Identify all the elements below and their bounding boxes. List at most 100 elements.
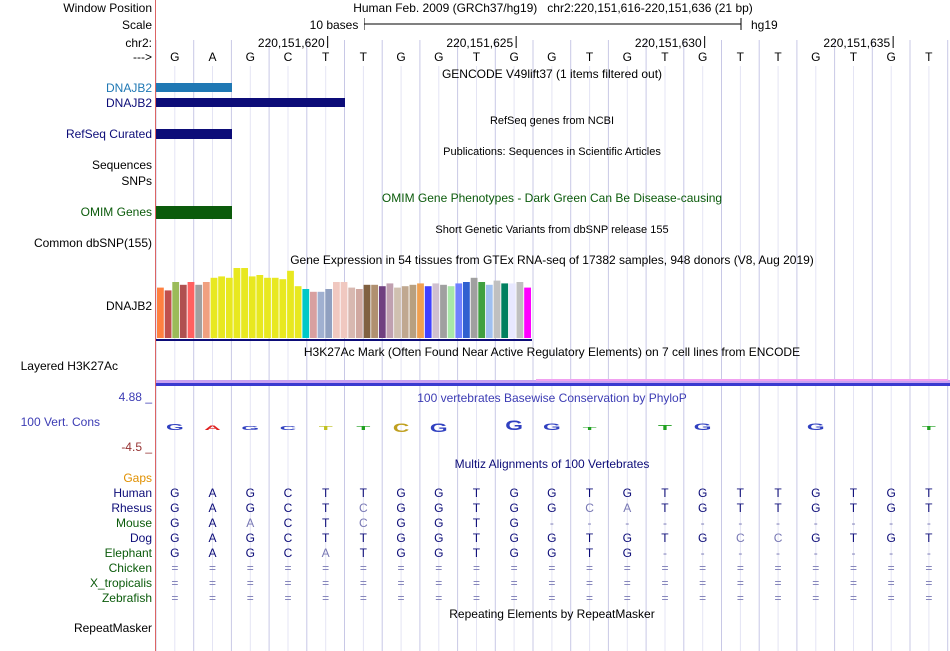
gtex-tissue-bar[interactable] xyxy=(516,282,524,338)
multiz-base: T xyxy=(661,501,669,515)
gtex-tissue-bar[interactable] xyxy=(195,284,203,338)
multiz-species-label[interactable]: Dog xyxy=(130,531,152,545)
gtex-tissue-bar[interactable] xyxy=(317,291,325,338)
gtex-tissue-bar[interactable] xyxy=(493,280,501,338)
multiz-base: G xyxy=(170,501,179,515)
gtex-tissue-bar[interactable] xyxy=(485,284,493,338)
gtex-tissue-bar[interactable] xyxy=(225,277,233,338)
gtex-tissue-bar[interactable] xyxy=(478,282,486,338)
multiz-base: G xyxy=(509,486,518,500)
gtex-tissue-bar[interactable] xyxy=(233,268,241,338)
gtex-tissue-bar[interactable] xyxy=(210,277,218,338)
phylop-label[interactable]: 100 Vert. Cons xyxy=(21,415,100,429)
dbsnp-label[interactable]: Common dbSNP(155) xyxy=(34,236,152,250)
multiz-base: A xyxy=(209,516,217,530)
gtex-tissue-bar[interactable] xyxy=(333,282,340,338)
multiz-species-label[interactable]: Chicken xyxy=(109,561,152,575)
multiz-base: = xyxy=(586,591,593,605)
multiz-base: T xyxy=(661,486,669,500)
gtex-tissue-bar[interactable] xyxy=(363,284,371,338)
multiz-base: T xyxy=(661,531,669,545)
gtex-tissue-bar[interactable] xyxy=(455,283,463,338)
phylop-letter: C xyxy=(393,422,409,435)
gtex-tissue-bar[interactable] xyxy=(394,287,401,338)
snps-label[interactable]: SNPs xyxy=(121,174,152,188)
gtex-tissue-bar[interactable] xyxy=(447,286,455,338)
gtex-tissue-bar[interactable] xyxy=(401,286,409,338)
gaps-label[interactable]: Gaps xyxy=(123,471,152,485)
gtex-tissue-bar[interactable] xyxy=(417,283,424,338)
gtex-tissue-bar[interactable] xyxy=(470,277,478,338)
gtex-tissue-bar[interactable] xyxy=(241,268,248,338)
gtex-tissue-bar[interactable] xyxy=(325,289,333,338)
gencode-item-bar-2[interactable] xyxy=(156,98,345,107)
multiz-base: T xyxy=(925,501,933,515)
gtex-tissue-bar[interactable] xyxy=(202,282,210,338)
gtex-tissue-bar[interactable] xyxy=(187,282,195,338)
gtex-tissue-bar[interactable] xyxy=(271,277,279,338)
gtex-tissue-bar[interactable] xyxy=(310,291,317,338)
multiz-base: G xyxy=(623,531,632,545)
phylop-letter: C xyxy=(280,425,297,431)
gtex-tissue-bar[interactable] xyxy=(501,283,509,338)
gtex-tissue-bar[interactable] xyxy=(256,275,264,338)
multiz-base: G xyxy=(170,546,179,560)
multiz-species-label[interactable]: Mouse xyxy=(116,516,152,530)
gtex-tissue-bar[interactable] xyxy=(164,290,172,338)
gtex-tissue-bar[interactable] xyxy=(348,287,356,338)
gtex-tissue-bar[interactable] xyxy=(279,279,287,338)
refseq-item-bar[interactable] xyxy=(156,129,232,139)
omim-label[interactable]: OMIM Genes xyxy=(81,205,152,219)
phylop-letter-glyph: G xyxy=(694,421,712,432)
gtex-tissue-bar[interactable] xyxy=(440,284,447,338)
gtex-tissue-bar[interactable] xyxy=(218,276,225,338)
gtex-tissue-bar[interactable] xyxy=(524,287,531,338)
gtex-label[interactable]: DNAJB2 xyxy=(106,299,152,313)
gtex-tissue-bar[interactable] xyxy=(157,287,164,338)
repeatmasker-label[interactable]: RepeatMasker xyxy=(74,621,152,635)
gtex-tissue-bar[interactable] xyxy=(386,283,394,338)
multiz-species-label[interactable]: Rhesus xyxy=(111,501,152,515)
gtex-bar-chart[interactable] xyxy=(157,268,531,338)
gtex-tissue-bar[interactable] xyxy=(378,286,386,338)
multiz-species-label[interactable]: X_tropicalis xyxy=(90,576,152,590)
multiz-base: = xyxy=(699,561,706,575)
gtex-tissue-bar[interactable] xyxy=(264,277,271,338)
gtex-tissue-bar[interactable] xyxy=(424,286,432,338)
multiz-base: = xyxy=(548,561,555,575)
multiz-species-label[interactable]: Human xyxy=(113,486,152,500)
multiz-base: - xyxy=(851,516,855,530)
gtex-tissue-bar[interactable] xyxy=(340,282,348,338)
multiz-base: - xyxy=(701,546,705,560)
gtex-tissue-bar[interactable] xyxy=(287,270,294,338)
multiz-species-label[interactable]: Zebrafish xyxy=(102,591,152,605)
multiz-base: = xyxy=(661,561,668,575)
sequences-label[interactable]: Sequences xyxy=(92,158,152,172)
multiz-base: A xyxy=(322,546,330,560)
multiz-base: G xyxy=(547,531,556,545)
gtex-tissue-bar[interactable] xyxy=(463,282,470,338)
base-grid-lines xyxy=(155,40,949,651)
gtex-tissue-bar[interactable] xyxy=(179,284,187,338)
refseq-label[interactable]: RefSeq Curated xyxy=(66,127,152,141)
gtex-tissue-bar[interactable] xyxy=(302,289,310,338)
multiz-species-label[interactable]: Elephant xyxy=(105,546,153,560)
gtex-tissue-bar[interactable] xyxy=(508,283,516,338)
gencode-item-bar-1[interactable] xyxy=(156,83,232,92)
gtex-tissue-bar[interactable] xyxy=(409,284,417,338)
gtex-tissue-bar[interactable] xyxy=(371,284,378,338)
gtex-tissue-bar[interactable] xyxy=(355,289,363,338)
multiz-base: = xyxy=(284,591,291,605)
gtex-tissue-bar[interactable] xyxy=(172,282,180,338)
reference-base: A xyxy=(209,50,217,64)
gencode-item-label-1[interactable]: DNAJB2 xyxy=(106,81,152,95)
phylop-letter: G xyxy=(166,423,184,432)
gtex-tissue-bar[interactable] xyxy=(294,286,302,338)
gencode-item-label-2[interactable]: DNAJB2 xyxy=(106,96,152,110)
gtex-tissue-bar[interactable] xyxy=(248,276,256,338)
h3k27ac-label[interactable]: Layered H3K27Ac xyxy=(21,359,118,373)
gtex-tissue-bar[interactable] xyxy=(432,283,440,338)
omim-item-bar[interactable] xyxy=(156,206,232,219)
multiz-base: = xyxy=(171,591,178,605)
